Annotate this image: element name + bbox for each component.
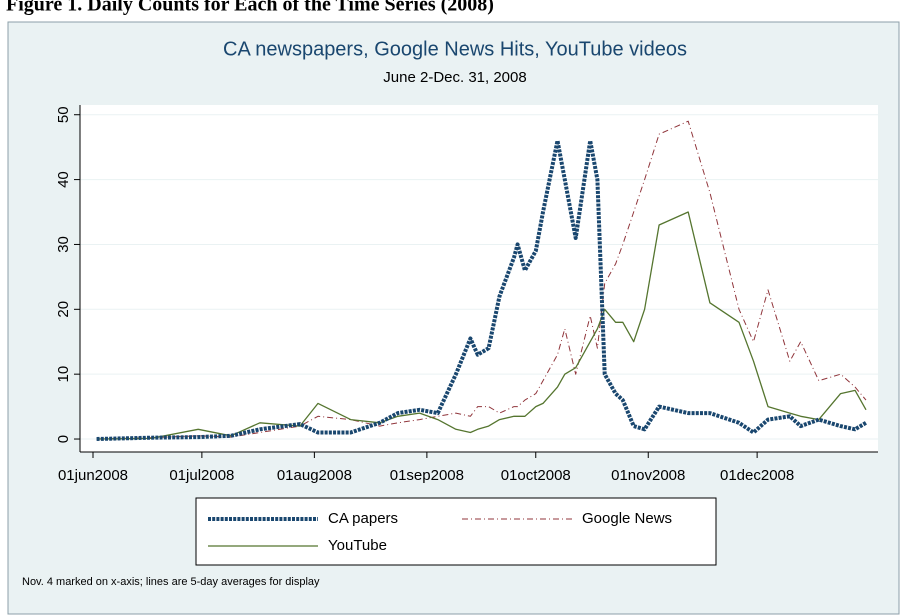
x-tick-label: 01oct2008 [501, 467, 571, 484]
y-tick-label: 40 [55, 171, 72, 188]
legend-label: CA papers [328, 510, 398, 527]
legend-box [195, 497, 717, 566]
chart-subtitle: June 2-Dec. 31, 2008 [383, 69, 526, 86]
y-tick-label: 0 [55, 435, 72, 443]
y-tick-label: 20 [55, 301, 72, 318]
chart-title: CA newspapers, Google News Hits, YouTube… [223, 38, 687, 60]
chart-note: Nov. 4 marked on x-axis; lines are 5-day… [22, 576, 320, 588]
x-tick-label: 01jun2008 [58, 467, 128, 484]
figure-caption: Figure 1. Daily Counts for Each of the T… [6, 0, 494, 16]
y-tick-label: 10 [55, 366, 72, 383]
legend-label: YouTube [328, 537, 387, 554]
series-line [96, 138, 868, 441]
x-tick-label: 01dec2008 [720, 467, 794, 484]
x-tick-label: 01jul2008 [169, 467, 234, 484]
series-line [96, 211, 867, 440]
plot-area [80, 105, 878, 452]
y-tick-label: 50 [55, 106, 72, 123]
x-tick-label: 01sep2008 [390, 467, 464, 484]
y-tick-label: 30 [55, 236, 72, 253]
x-tick-label: 01nov2008 [611, 467, 685, 484]
x-tick-label: 01aug2008 [277, 467, 352, 484]
legend-label: Google News [582, 510, 672, 527]
